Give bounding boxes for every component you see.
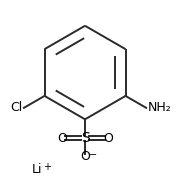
Text: O: O: [80, 150, 90, 163]
Text: +: +: [43, 162, 51, 172]
Text: S: S: [81, 131, 89, 145]
Text: O: O: [103, 132, 113, 145]
Text: Cl: Cl: [10, 101, 22, 114]
Text: Li: Li: [32, 163, 43, 176]
Text: O: O: [57, 132, 67, 145]
Text: NH₂: NH₂: [148, 101, 172, 114]
Text: −: −: [89, 150, 97, 160]
